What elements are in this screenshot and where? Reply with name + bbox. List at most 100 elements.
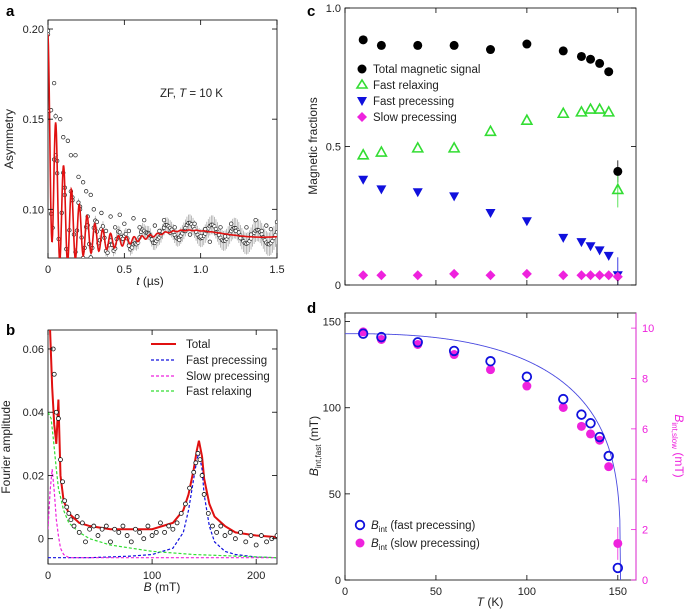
data-point	[113, 225, 118, 230]
data-point	[222, 533, 228, 538]
data-point	[195, 450, 201, 456]
point-bint-slow	[604, 462, 614, 472]
legend-marker-fast	[354, 519, 366, 531]
data-point	[274, 230, 277, 235]
panel-a: a 0 0.5 1.0 1.5 0.10 0.15 0.20 t (µs) Asymmet…	[2, 3, 285, 288]
point-total-magnetic-signal	[376, 40, 386, 50]
data-point	[51, 371, 57, 377]
point-fast-relaxing	[584, 102, 597, 114]
x-tick-label: 100	[143, 570, 161, 582]
data-point	[58, 457, 63, 463]
y-tick-label: 0.5	[326, 142, 341, 154]
y-tick-label: 0.10	[23, 204, 44, 216]
point-fast-relaxing	[520, 113, 534, 125]
point-fast-relaxing	[556, 106, 570, 119]
point-slow-precessing	[576, 270, 587, 281]
data-point	[117, 212, 122, 217]
y-tick-label: 0	[335, 575, 341, 587]
point-slow-precessing	[558, 270, 569, 281]
legend-marker-slow	[355, 538, 365, 548]
y-tick-label-right: 0	[642, 575, 648, 587]
y-tick-label: 1.0	[326, 3, 341, 15]
data-point	[253, 542, 259, 548]
panel-d-ylabel: Bint,fast (mT)	[307, 416, 323, 476]
data-point	[80, 180, 86, 185]
point-total-magnetic-signal	[595, 58, 605, 68]
data-point	[233, 228, 238, 234]
data-point	[61, 135, 66, 140]
point-bint-fast	[521, 371, 533, 382]
point-fast-relaxing	[593, 102, 606, 114]
data-point	[48, 28, 51, 33]
point-fast-relaxing	[375, 145, 388, 157]
point-slow-precessing	[612, 271, 623, 282]
data-point	[145, 523, 151, 529]
point-fast-precessing	[449, 192, 460, 202]
data-point	[198, 234, 203, 239]
panel-c-ylabel: Magnetic fractions	[306, 97, 320, 194]
data-point	[158, 520, 163, 526]
point-fast-precessing	[521, 217, 532, 227]
y-tick-label: 0	[38, 534, 44, 546]
data-point	[58, 117, 63, 122]
data-point	[238, 236, 243, 241]
data-point	[94, 219, 100, 225]
data-point	[91, 523, 97, 529]
point-total-magnetic-signal	[604, 67, 614, 77]
series-fast-relaxing	[48, 411, 277, 559]
data-point	[253, 217, 258, 223]
point-fast-relaxing	[602, 105, 616, 117]
data-point	[60, 479, 65, 485]
legend-fast-relaxing: Fast relaxing	[186, 386, 252, 398]
data-point	[229, 221, 234, 226]
point-bint-fast	[485, 356, 496, 367]
legend-total-magnetic-signal: Total magnetic signal	[373, 64, 480, 76]
point-total-magnetic-signal	[586, 54, 596, 64]
data-point	[51, 80, 57, 86]
data-point	[124, 533, 130, 538]
point-bint-slow	[613, 538, 623, 548]
data-point	[133, 526, 138, 532]
point-bint-fast	[558, 393, 569, 405]
point-fast-relaxing	[447, 141, 461, 153]
point-fast-precessing	[376, 185, 387, 195]
data-point	[73, 153, 78, 158]
point-slow-precessing	[594, 270, 605, 281]
panel-a-annotation: ZF, T = 10 K	[160, 88, 223, 100]
data-point	[218, 225, 223, 230]
point-bint-fast	[594, 431, 605, 443]
data-point	[53, 409, 59, 415]
legend-marker-slow-precessing	[357, 112, 367, 122]
point-fast-precessing	[412, 188, 423, 198]
legend-fast-precessing: Fast precessing	[186, 355, 267, 367]
y-tick-label: 100	[323, 403, 341, 415]
point-fast-relaxing	[484, 124, 497, 137]
x-tick-label: 0	[342, 586, 348, 598]
x-tick-label: 100	[518, 586, 536, 598]
data-point	[182, 501, 188, 507]
data-point	[79, 520, 85, 526]
data-point	[83, 539, 88, 545]
data-point	[76, 174, 81, 180]
legend-total: Total	[186, 339, 210, 351]
data-point	[103, 228, 109, 234]
data-point	[74, 514, 80, 519]
point-fast-relaxing	[356, 148, 370, 160]
series-slow-precessing	[48, 469, 277, 559]
y-tick-label: 0.20	[23, 24, 44, 36]
data-point	[103, 523, 109, 529]
point-total-magnetic-signal	[449, 40, 459, 50]
point-total-magnetic-signal	[613, 166, 623, 176]
panel-a-frame	[47, 19, 278, 259]
data-point	[149, 533, 155, 538]
panel-a-label: a	[6, 3, 15, 20]
x-tick-label: 0	[45, 570, 51, 582]
point-slow-precessing	[412, 270, 423, 281]
data-point	[53, 114, 58, 119]
data-point	[100, 224, 106, 229]
legend-bint-slow: Bint (slow precessing)	[371, 538, 480, 552]
x-tick-label: 1.0	[193, 264, 208, 276]
data-point	[137, 225, 142, 230]
data-point	[112, 526, 118, 532]
y-tick-label: 0.15	[23, 114, 44, 126]
